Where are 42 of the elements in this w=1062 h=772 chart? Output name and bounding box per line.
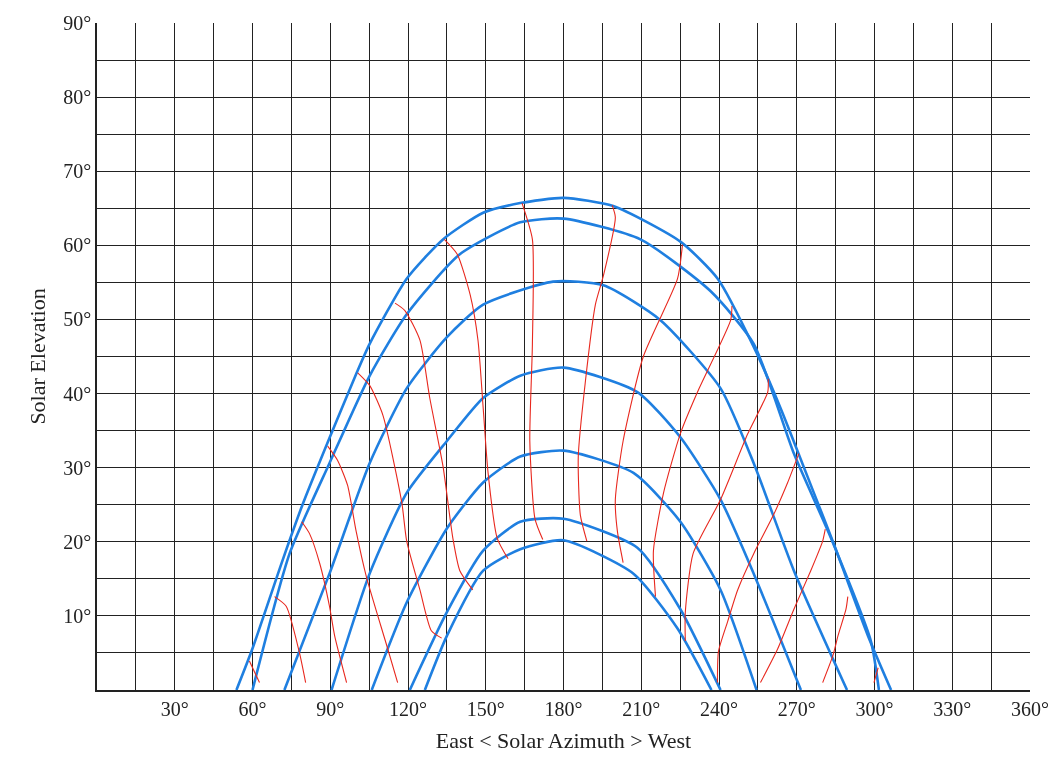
line-series	[394, 302, 474, 591]
x-tick-label: 120°	[389, 697, 427, 720]
x-tick-label: 180°	[544, 697, 583, 720]
line-series	[327, 445, 399, 684]
line-series	[330, 366, 803, 690]
x-tick-label: 360°	[1011, 697, 1049, 720]
y-axis-title: Solar Elevation	[24, 288, 50, 425]
y-tick-label: 40°	[63, 382, 92, 405]
x-axis-title: East < Solar Azimuth > West	[435, 728, 692, 754]
line-series	[443, 238, 509, 560]
line-series	[370, 449, 758, 690]
line-series	[423, 538, 713, 690]
x-tick-label: 300°	[855, 697, 894, 720]
x-tick-label: 240°	[700, 697, 738, 720]
y-tick-label: 90°	[63, 12, 92, 34]
y-tick-label: 20°	[63, 530, 92, 553]
line-series	[357, 372, 443, 639]
y-tick-label: 80°	[63, 86, 92, 109]
line-series	[301, 521, 348, 684]
line-series	[577, 204, 616, 542]
line-series	[283, 279, 849, 690]
line-series	[273, 596, 307, 684]
x-tick-label: 270°	[777, 697, 816, 720]
line-series	[822, 596, 849, 684]
x-tick-label: 330°	[933, 697, 972, 720]
line-series	[759, 528, 826, 684]
x-tick-label: 150°	[466, 697, 505, 720]
line-series	[521, 202, 544, 541]
line-series	[614, 244, 684, 564]
y-tick-label: 50°	[63, 308, 92, 331]
x-tick-label: 30°	[160, 697, 189, 720]
line-series	[684, 378, 769, 642]
x-tick-label: 90°	[316, 697, 345, 720]
line-series	[408, 516, 722, 690]
x-tick-label: 60°	[238, 697, 267, 720]
line-series	[652, 305, 733, 598]
y-tick-label: 30°	[63, 456, 92, 479]
x-tick-label: 210°	[622, 697, 661, 720]
y-tick-label: 60°	[63, 234, 92, 257]
y-tick-label: 70°	[63, 160, 92, 183]
line-series	[716, 453, 800, 684]
y-tick-label: 10°	[63, 604, 92, 627]
